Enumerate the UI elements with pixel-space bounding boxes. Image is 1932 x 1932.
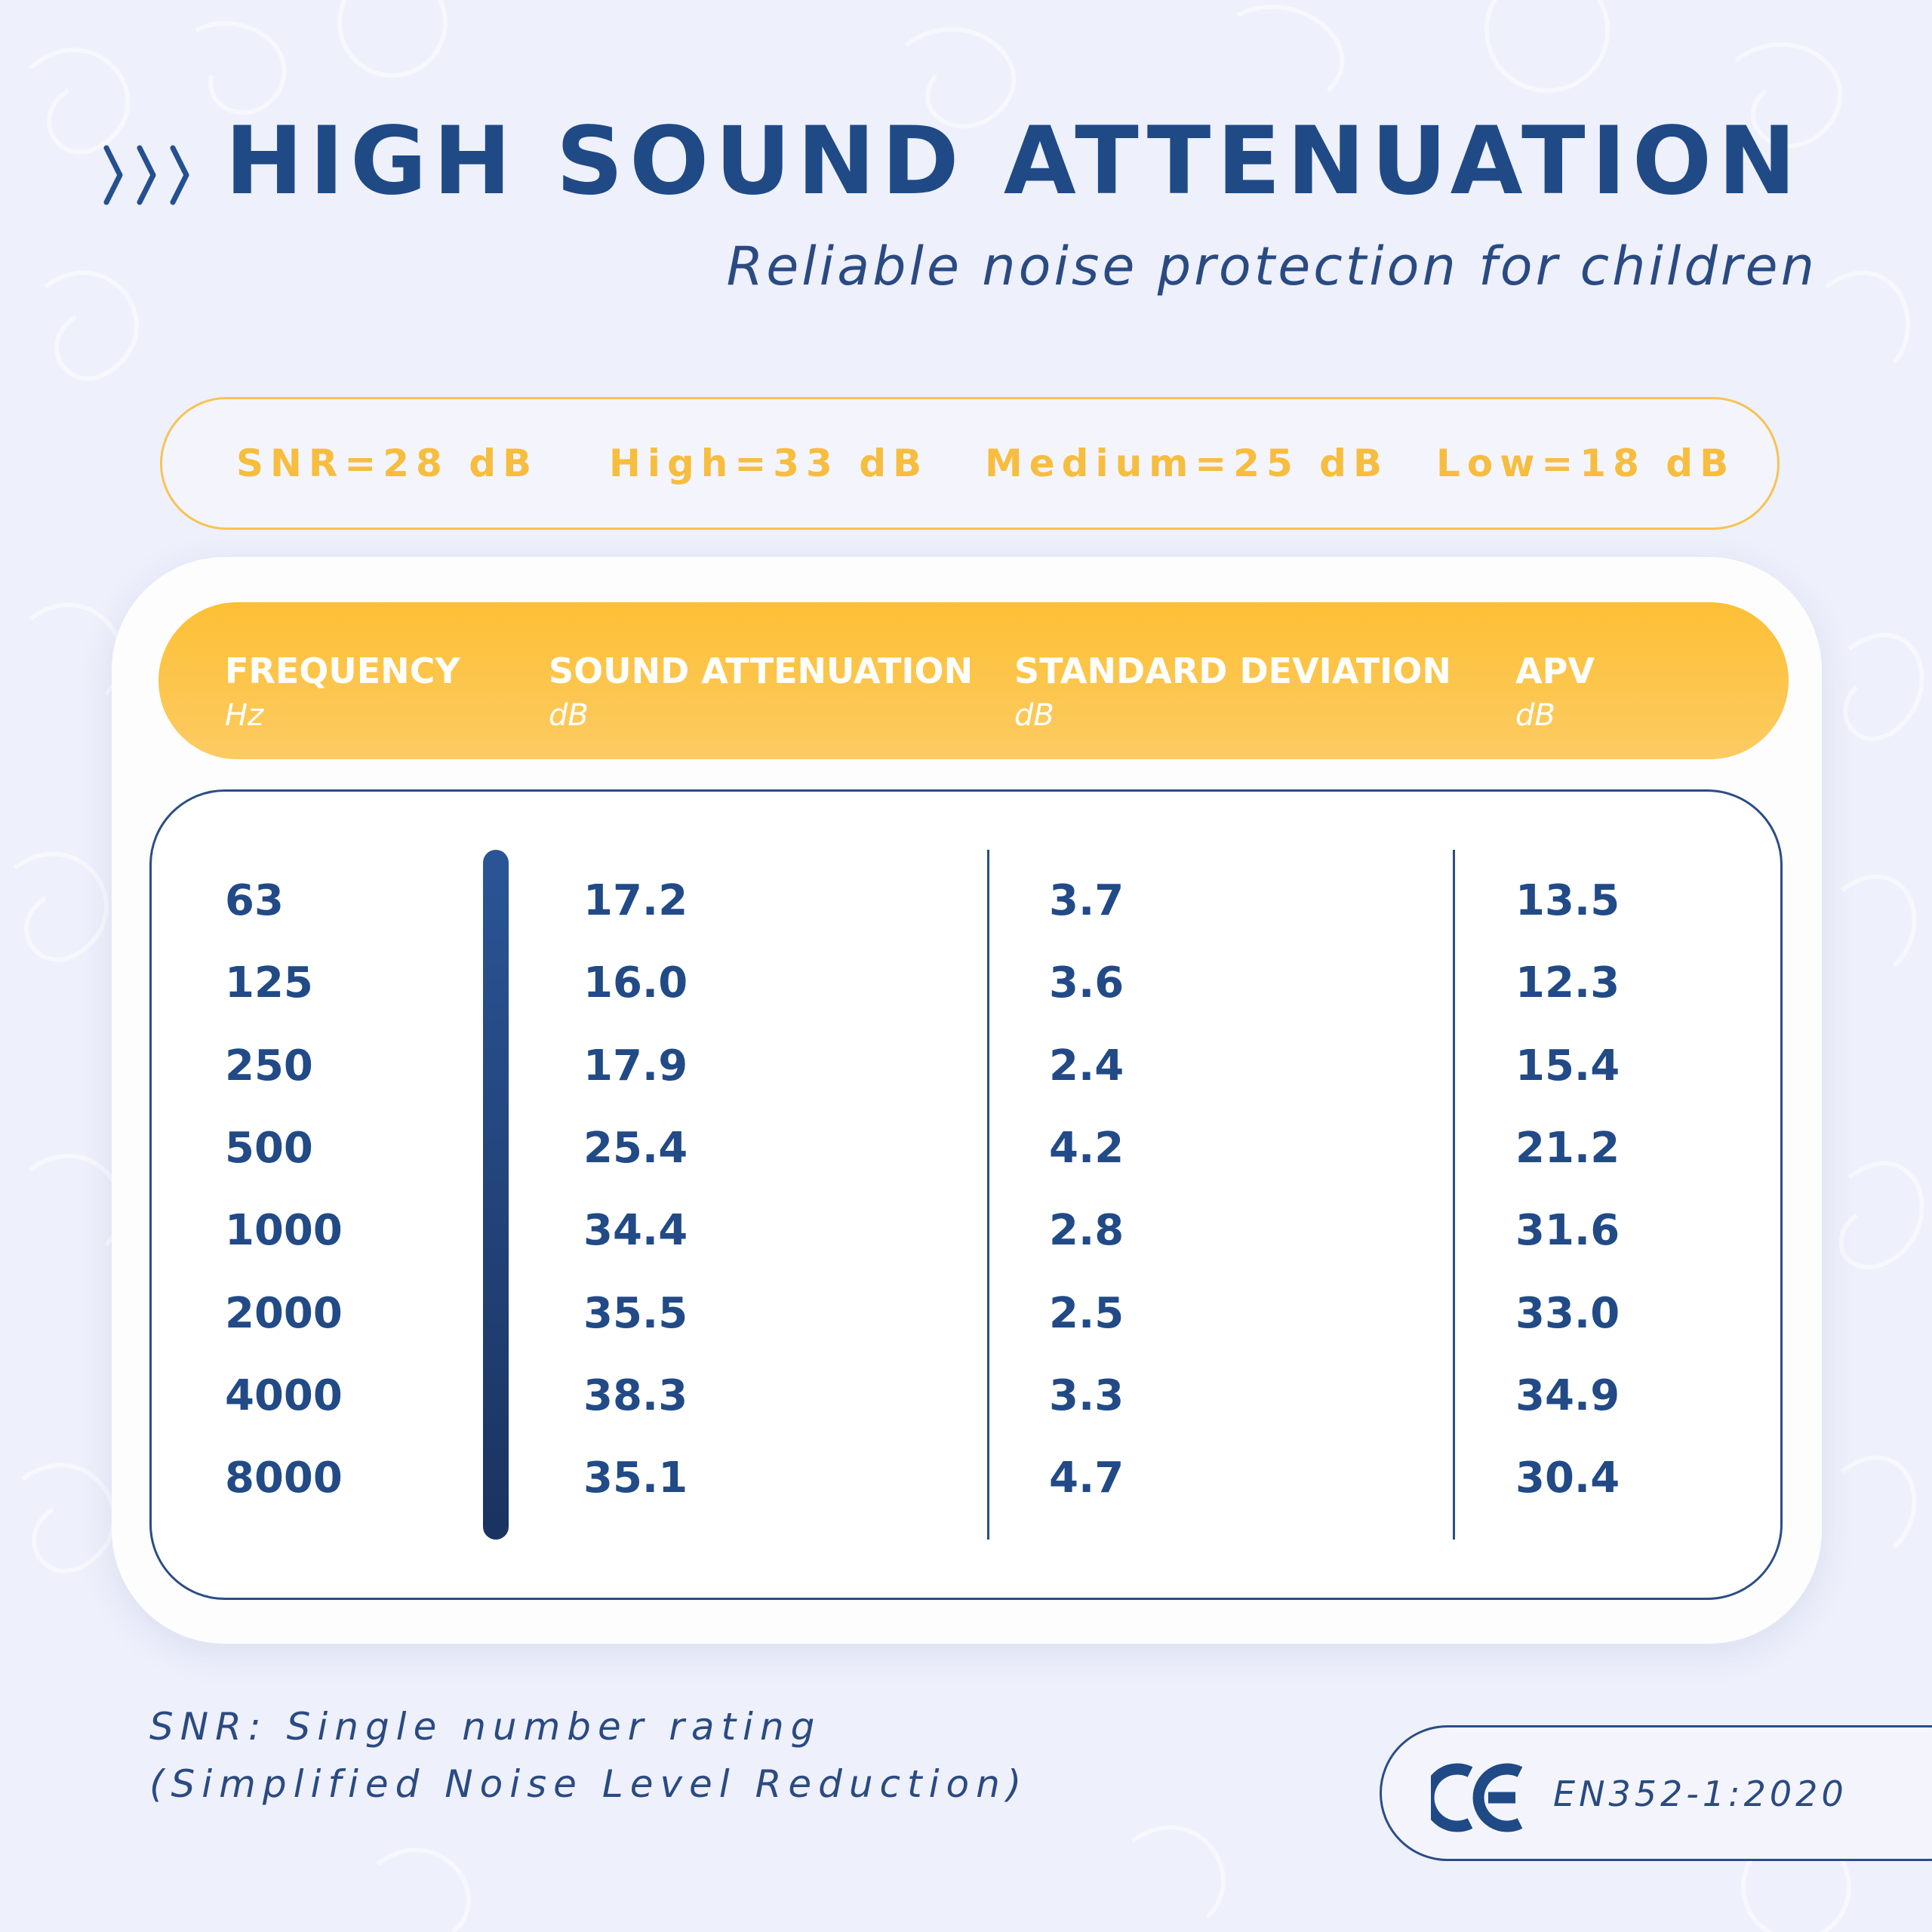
column-header-apv: APV dB [1515,654,1595,731]
column-divider [987,850,989,1540]
footnote-line: SNR: Single number rating [149,1705,822,1749]
column-divider [1453,850,1455,1540]
cell-apv: 12.3 [1515,958,1620,1008]
cell-apv: 30.4 [1515,1454,1620,1503]
rating-low: Low=18 dB [1436,441,1736,485]
column-header-unit: dB [549,698,589,733]
cell-frequency: 2000 [225,1289,343,1338]
cell-frequency: 125 [225,958,313,1008]
cell-frequency: 63 [225,876,284,925]
rating-medium: Medium=25 dB [985,441,1389,485]
column-header-standard-deviation: STANDARD DEVIATION dB [1014,654,1451,731]
rating-high: High=33 dB [609,441,929,485]
rating-snr: SNR=28 dB [236,441,539,485]
rating-summary: SNR=28 dB High=33 dB Medium=25 dB Low=18… [160,397,1780,530]
cell-standard-deviation: 3.7 [1049,876,1124,925]
column-header-frequency: FREQUENCY Hz [225,654,460,731]
cell-standard-deviation: 3.3 [1049,1371,1124,1420]
cell-standard-deviation: 2.4 [1049,1041,1124,1091]
cell-sound-attenuation: 34.4 [583,1206,688,1255]
cell-apv: 31.6 [1515,1206,1620,1255]
column-header-label: STANDARD DEVIATION [1014,651,1451,691]
cell-sound-attenuation: 17.9 [583,1041,688,1091]
cell-frequency: 1000 [225,1206,343,1255]
cell-sound-attenuation: 35.1 [583,1454,688,1503]
certification-badge [1380,1725,1932,1861]
cell-sound-attenuation: 38.3 [583,1371,688,1420]
footnote-line: (Simplified Noise Level Reduction) [149,1762,1029,1806]
column-divider-bar [483,850,509,1540]
table-body [149,789,1783,1600]
cell-apv: 33.0 [1515,1289,1620,1338]
certification-standard: EN352-1:2020 [1553,1774,1847,1814]
cell-standard-deviation: 4.7 [1049,1454,1124,1503]
cell-frequency: 8000 [225,1454,343,1503]
cell-apv: 13.5 [1515,876,1620,925]
triple-chevron-right-icon [102,143,194,210]
cell-standard-deviation: 3.6 [1049,958,1124,1008]
cell-sound-attenuation: 16.0 [583,958,688,1008]
cell-apv: 15.4 [1515,1041,1620,1091]
column-header-unit: Hz [225,698,264,733]
cell-frequency: 4000 [225,1371,343,1420]
cell-sound-attenuation: 17.2 [583,876,688,925]
page-subtitle: Reliable noise protection for children [726,235,1817,297]
cell-standard-deviation: 2.5 [1049,1289,1124,1338]
ce-mark-icon [1431,1763,1523,1832]
cell-sound-attenuation: 35.5 [583,1289,688,1338]
cell-standard-deviation: 2.8 [1049,1206,1124,1255]
cell-frequency: 250 [225,1041,313,1091]
cell-standard-deviation: 4.2 [1049,1124,1124,1173]
cell-apv: 34.9 [1515,1371,1620,1420]
column-header-unit: dB [1014,698,1054,733]
column-header-label: FREQUENCY [225,651,460,691]
column-header-unit: dB [1515,698,1555,733]
column-header-sound-attenuation: SOUND ATTENUATION dB [549,654,973,731]
column-header-label: APV [1515,651,1595,691]
snr-footnote: SNR: Single number rating (Simplified No… [149,1698,1028,1813]
table-header [158,602,1789,759]
column-header-label: SOUND ATTENUATION [549,651,974,691]
cell-apv: 21.2 [1515,1124,1620,1173]
page-title: HIGH SOUND ATTENUATION [225,107,1802,216]
cell-sound-attenuation: 25.4 [583,1124,688,1173]
cell-frequency: 500 [225,1124,313,1173]
